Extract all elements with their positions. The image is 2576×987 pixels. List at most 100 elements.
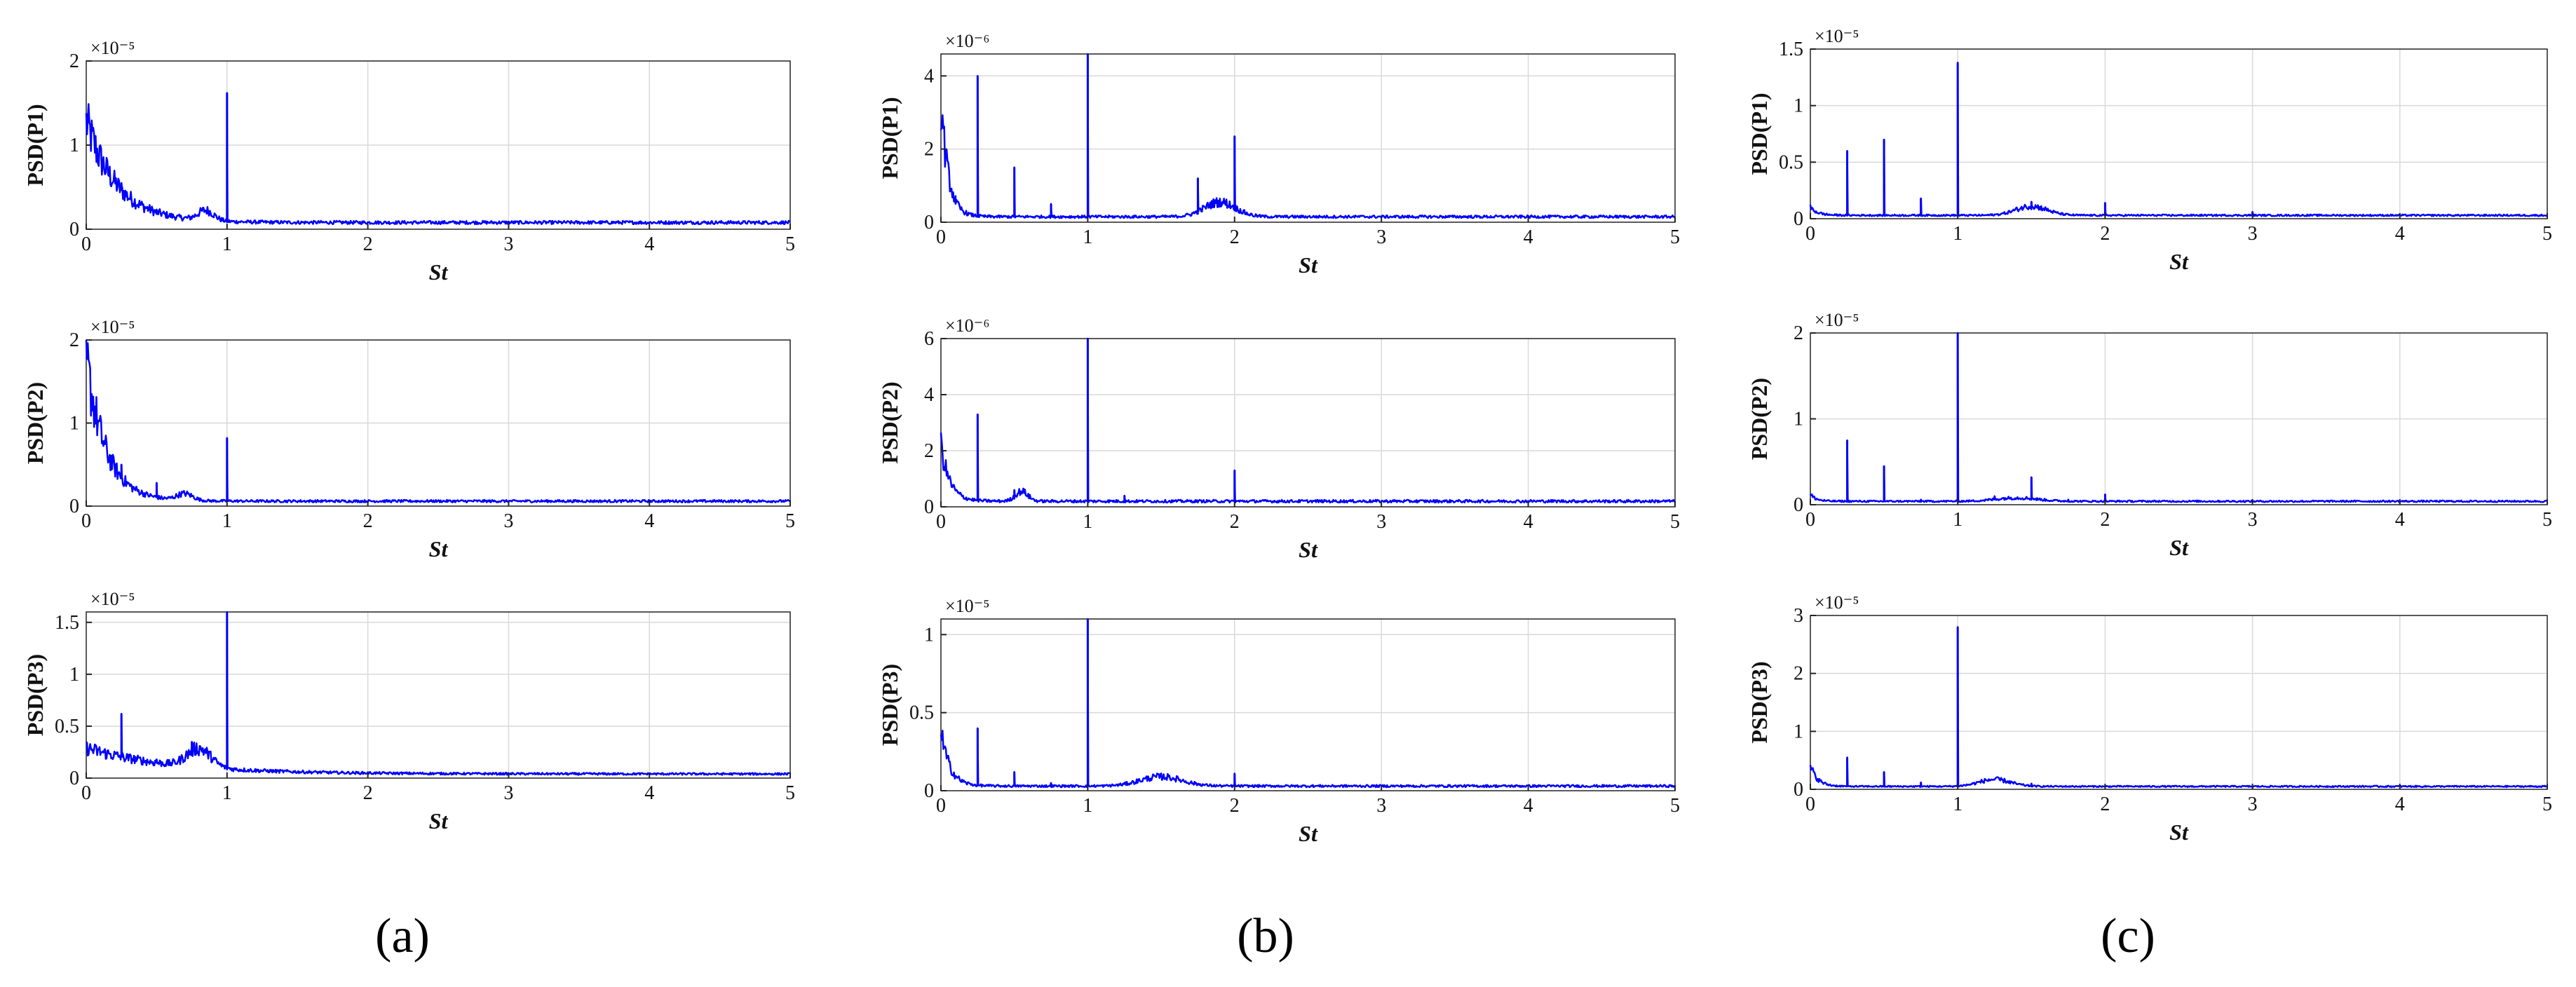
x-tick-label: 0 [1805,223,1815,245]
x-tick-label: 3 [2248,223,2258,245]
plot-frame [1810,615,2548,790]
caption-a: (a) [375,909,430,963]
y-tick-label: 0.5 [55,716,79,737]
psd-panels: 0 1 2 3 4 5 0 1 2 ×10⁻⁵ St PSD(P1) 0 1 2 3 4 5 0 1 2 ×10⁻⁵ St P… [22,26,2552,846]
y-axis-label: PSD(P3) [877,664,902,746]
psd-series-line [1809,626,2548,789]
x-axis-label: St [1299,537,1318,562]
y-tick-label: 0.5 [909,702,934,724]
x-tick-label: 1 [222,233,232,255]
x-tick-label: 0 [81,510,91,532]
x-tick-label: 1 [1083,226,1092,248]
subplot-b-1: 0 1 2 3 4 5 0 2 4 ×10⁻⁶ St PSD(P1) [877,31,1680,278]
y-exponent-label: ×10⁻⁵ [1815,310,1859,330]
y-axis-label: PSD(P1) [22,104,48,186]
x-tick-label: 5 [1670,511,1680,533]
y-tick-label: 1 [1794,95,1803,117]
plot-frame [940,53,1676,223]
subplot-c-1: 0 1 2 3 4 5 0 0.5 1 1.5 ×10⁻⁵ St PSD(P1) [1747,26,2552,274]
x-tick-label: 1 [1083,511,1092,533]
y-axis-label: PSD(P2) [22,382,48,464]
y-tick-label: 0 [69,496,79,517]
x-tick-label: 4 [1524,795,1533,817]
y-tick-label: 0.5 [1779,151,1803,173]
x-tick-label: 4 [2395,223,2405,245]
y-axis-label: PSD(P1) [1747,93,1772,175]
y-tick-label: 0 [69,219,79,240]
y-tick-label: 1 [924,624,934,646]
subplot-b-3: 0 1 2 3 4 5 0 0.5 1 ×10⁻⁵ St PSD(P3) [877,596,1680,846]
psd-series-line [940,618,1676,789]
x-tick-label: 3 [503,782,513,804]
x-tick-label: 3 [1376,511,1386,533]
x-tick-label: 2 [1230,511,1240,533]
y-tick-label: 1 [1794,409,1803,430]
x-tick-label: 1 [1953,509,1962,531]
x-tick-label: 4 [1524,511,1533,533]
psd-series-line [85,611,791,776]
plot-frame [86,611,791,779]
y-tick-label: 0 [69,768,79,789]
subplot-a-2: 0 1 2 3 4 5 0 1 2 ×10⁻⁵ St PSD(P2) [22,317,795,561]
y-exponent-label: ×10⁻⁵ [1815,26,1859,46]
x-tick-label: 0 [936,226,946,248]
x-tick-label: 2 [2100,509,2110,531]
x-tick-label: 3 [503,510,513,532]
x-tick-label: 5 [2542,223,2552,245]
subplot-c-2: 0 1 2 3 4 5 0 1 2 ×10⁻⁵ St PSD(P2) [1747,310,2552,560]
y-axis-label: PSD(P2) [877,381,902,463]
plot-frame [940,338,1676,508]
subplot-b-2: 0 1 2 3 4 5 0 2 4 6 ×10⁻⁶ St PSD(P2) [877,315,1680,562]
x-tick-label: 3 [2248,509,2258,531]
x-tick-label: 1 [1953,223,1962,245]
x-tick-label: 5 [1670,795,1680,817]
x-tick-label: 2 [363,233,373,255]
x-tick-label: 3 [1376,226,1386,248]
x-tick-label: 4 [644,510,654,532]
y-tick-label: 4 [924,384,934,406]
y-tick-label: 1 [69,664,79,686]
y-tick-label: 0 [1794,208,1803,230]
psd-series-line [1809,62,2548,217]
psd-series-line [1809,332,2548,503]
psd-series-line [940,337,1676,504]
subplot-a-3: 0 1 2 3 4 5 0 0.5 1 1.5 ×10⁻⁵ St PSD(P3) [22,589,795,833]
x-tick-label: 3 [503,233,513,255]
x-axis-label: St [1299,252,1318,278]
x-axis-label: St [2169,819,2189,845]
x-tick-label: 4 [2395,509,2405,531]
x-tick-label: 0 [936,795,946,817]
y-exponent-label: ×10⁻⁵ [1815,592,1859,613]
x-tick-label: 5 [1670,226,1680,248]
y-exponent-label: ×10⁻⁵ [90,589,135,609]
y-tick-label: 6 [924,328,934,350]
y-tick-label: 1.5 [55,612,79,634]
x-tick-label: 1 [1083,795,1092,817]
x-tick-label: 1 [1953,794,1962,815]
y-tick-label: 1 [69,413,79,435]
y-exponent-label: ×10⁻⁵ [90,317,135,337]
y-tick-label: 0 [924,496,934,518]
x-tick-label: 4 [644,782,654,804]
y-tick-label: 3 [1794,605,1803,627]
y-tick-label: 1.5 [1779,39,1803,60]
plot-frame [1810,48,2548,219]
x-tick-label: 5 [2542,509,2552,531]
y-axis-label: PSD(P3) [1747,661,1772,743]
y-tick-label: 2 [69,329,79,351]
y-tick-label: 0 [924,780,934,802]
caption-b: (b) [1237,909,1294,963]
x-tick-label: 5 [2542,794,2552,815]
x-tick-label: 4 [644,233,654,255]
x-tick-label: 1 [222,782,232,804]
y-tick-label: 2 [924,139,934,161]
y-tick-label: 4 [924,65,934,87]
subplot-a-1: 0 1 2 3 4 5 0 1 2 ×10⁻⁵ St PSD(P1) [22,38,795,285]
psd-series-line [85,339,791,503]
y-tick-label: 2 [1794,663,1803,685]
y-tick-label: 1 [1794,721,1803,742]
y-axis-label: PSD(P2) [1747,378,1772,460]
subplot-c-3: 0 1 2 3 4 5 0 1 2 3 ×10⁻⁵ St PSD(P3) [1747,592,2552,845]
y-tick-label: 2 [1794,322,1803,344]
